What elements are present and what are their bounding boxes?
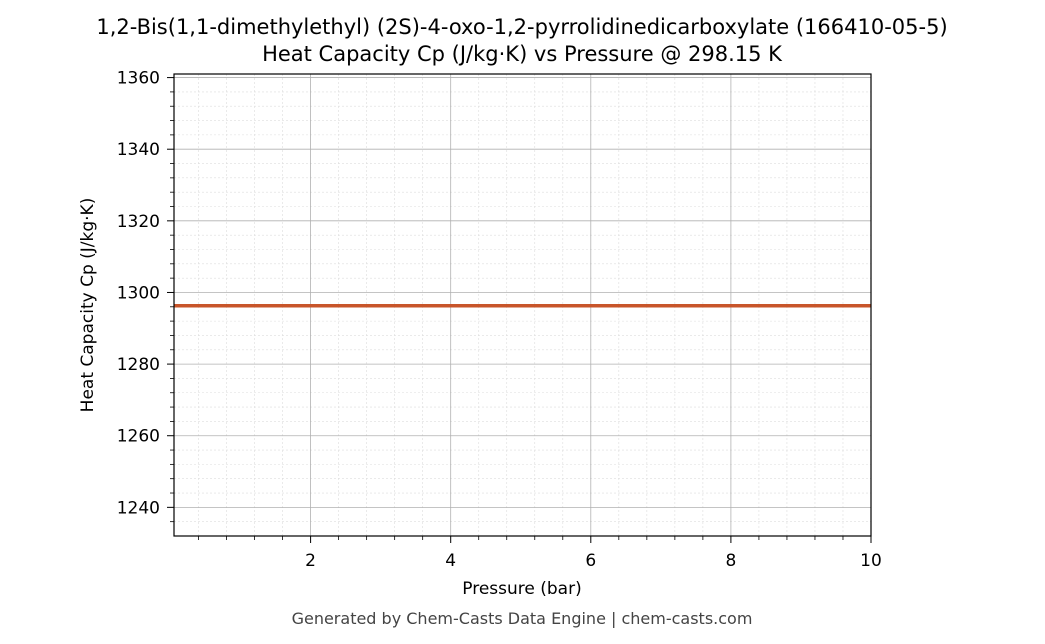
minor-grid bbox=[174, 74, 871, 536]
y-axis-label: Heat Capacity Cp (J/kg·K) bbox=[78, 198, 98, 413]
y-tick-label: 1300 bbox=[117, 283, 160, 303]
x-tick-label: 4 bbox=[445, 551, 456, 571]
x-tick-label: 10 bbox=[860, 551, 882, 571]
y-tick-label: 1240 bbox=[117, 498, 160, 518]
y-tick-label: 1320 bbox=[117, 212, 160, 232]
x-tick-label: 6 bbox=[585, 551, 596, 571]
y-tick-label: 1280 bbox=[117, 355, 160, 375]
plot-frame bbox=[173, 73, 872, 537]
chart-title: 1,2-Bis(1,1-dimethylethyl) (2S)-4-oxo-1,… bbox=[96, 15, 947, 39]
chart-subtitle: Heat Capacity Cp (J/kg·K) vs Pressure @ … bbox=[262, 42, 783, 66]
axis-ticks bbox=[167, 77, 872, 543]
footer-credit: Generated by Chem-Casts Data Engine | ch… bbox=[292, 609, 753, 628]
axis-tick-labels: 2 4 6 8 10 1240 1260 1280 1300 1320 1340 1360 bbox=[117, 69, 882, 571]
y-tick-label: 1260 bbox=[117, 427, 160, 447]
x-tick-label: 8 bbox=[725, 551, 736, 571]
x-tick-label: 2 bbox=[305, 551, 316, 571]
x-axis-label: Pressure (bar) bbox=[462, 579, 581, 599]
y-tick-label: 1360 bbox=[117, 69, 160, 89]
y-tick-label: 1340 bbox=[117, 140, 160, 160]
